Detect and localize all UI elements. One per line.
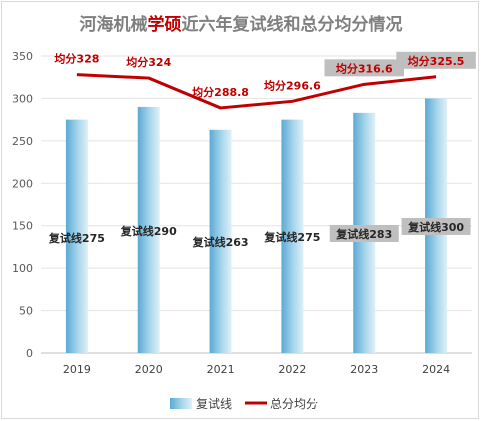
y-tick-label: 350: [12, 50, 33, 63]
y-tick-label: 0: [26, 347, 33, 360]
label-box: [401, 218, 471, 235]
data-label: 均分328: [54, 52, 99, 66]
x-tick-label: 2024: [422, 363, 450, 376]
data-label: 均分288.8: [192, 85, 249, 99]
label-box: [396, 51, 476, 69]
data-label: 复试线275: [48, 231, 105, 245]
data-label: 均分316.6: [336, 61, 393, 75]
bar-2021: [209, 129, 232, 353]
data-label: 均分325.5: [408, 54, 465, 68]
average-score-line: [76, 73, 437, 110]
x-tick-label: 2023: [350, 363, 378, 376]
chart-title: 河海机械学硕近六年复试线和总分均分情况: [80, 14, 403, 35]
y-tick-label: 250: [12, 135, 33, 148]
bar-2022: [281, 119, 304, 354]
watermark: 知乎 @河海机械Run学长: [312, 394, 447, 409]
data-label: 复试线275: [263, 230, 320, 244]
bar-2020: [137, 106, 160, 354]
data-label: 复试线263: [192, 235, 249, 249]
legend-swatch-bar: [170, 398, 192, 409]
x-tick-label: 2020: [135, 363, 163, 376]
x-tick-label: 2022: [278, 363, 306, 376]
data-label: 复试线290: [120, 224, 177, 238]
y-tick-label: 150: [12, 220, 33, 233]
x-tick-label: 2019: [63, 363, 91, 376]
bar-2019: [65, 119, 88, 354]
data-label: 均分296.6: [264, 78, 321, 92]
chart-title-part: 学硕: [148, 14, 182, 35]
data-label: 均分324: [126, 55, 171, 69]
legend: 复试线 总分均分: [170, 396, 318, 411]
chart-title-part: 河海机械: [80, 14, 148, 35]
data-label: 复试线283: [335, 227, 392, 241]
legend-label: 总分均分: [270, 397, 318, 411]
chart-title-part: 近六年复试线和总分均分情况: [182, 14, 403, 35]
label-box: [324, 59, 404, 77]
y-tick-label: 50: [19, 305, 33, 318]
y-tick-label: 100: [12, 262, 33, 275]
y-tick-label: 200: [12, 177, 33, 190]
data-label: 复试线300: [407, 220, 464, 234]
label-box: [329, 225, 399, 242]
legend-label: 复试线: [196, 396, 232, 411]
x-tick-label: 2021: [207, 363, 235, 376]
y-tick-label: 300: [12, 92, 33, 105]
